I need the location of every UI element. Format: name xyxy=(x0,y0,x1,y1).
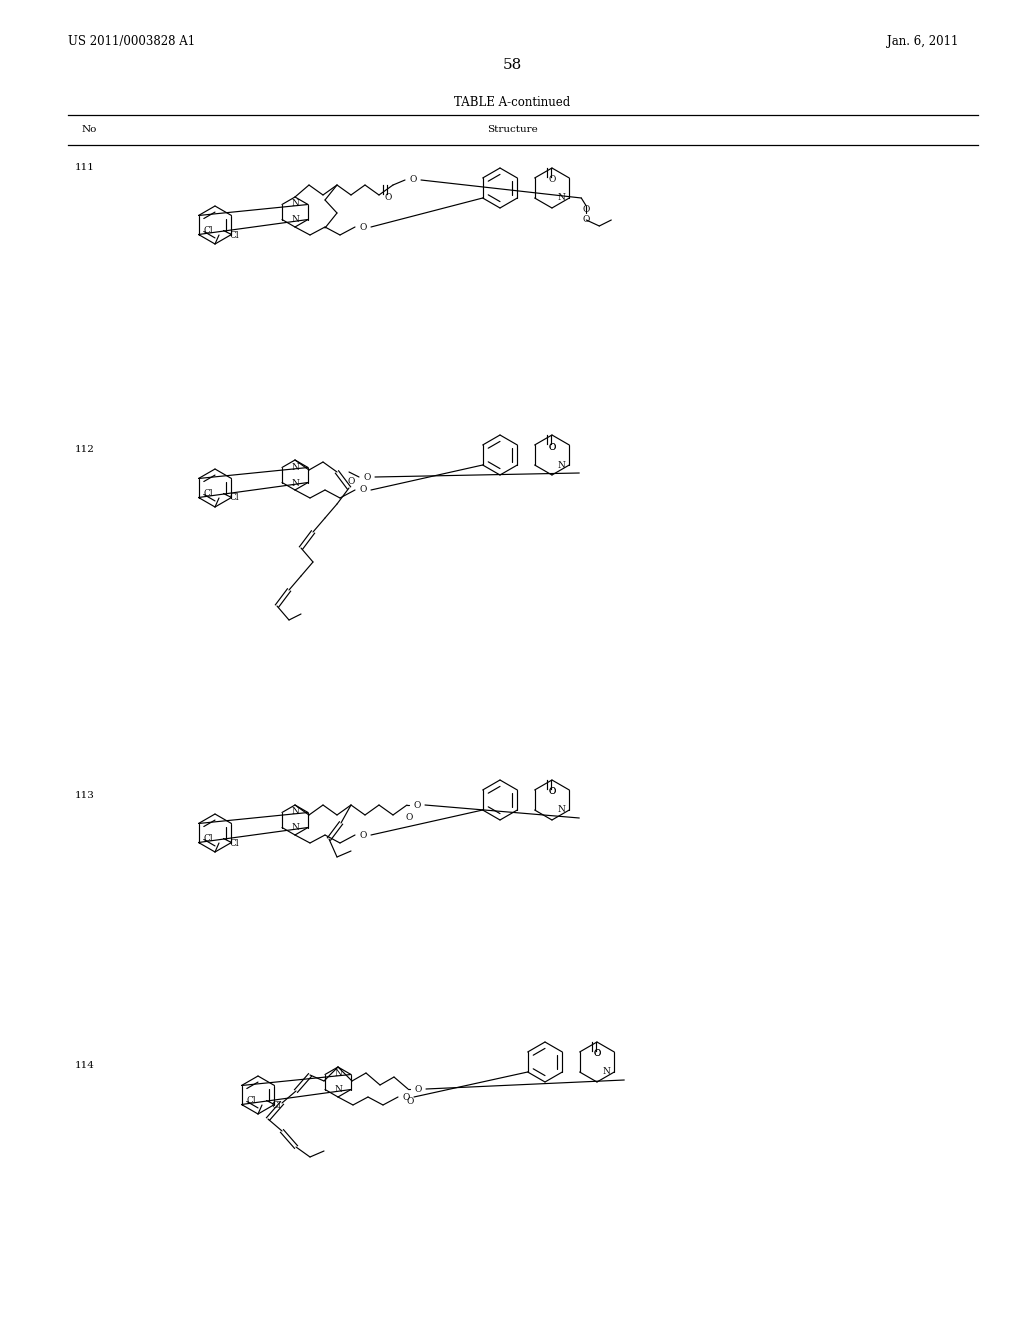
Text: O: O xyxy=(583,206,590,214)
Text: N: N xyxy=(291,808,299,817)
Text: N: N xyxy=(291,215,299,224)
Text: TABLE A-continued: TABLE A-continued xyxy=(454,95,570,108)
Text: 111: 111 xyxy=(75,164,95,173)
Text: O: O xyxy=(548,176,556,185)
Text: 113: 113 xyxy=(75,791,95,800)
Text: O: O xyxy=(583,215,590,224)
Text: N: N xyxy=(334,1069,342,1078)
Text: O: O xyxy=(359,223,367,231)
Text: O: O xyxy=(359,830,367,840)
Text: N: N xyxy=(334,1085,342,1094)
Text: Structure: Structure xyxy=(486,125,538,135)
Text: O: O xyxy=(407,1097,414,1106)
Text: O: O xyxy=(384,193,392,202)
Text: O: O xyxy=(415,1085,422,1093)
Text: 58: 58 xyxy=(503,58,521,73)
Text: O: O xyxy=(364,473,371,482)
Text: Cl: Cl xyxy=(204,834,213,843)
Text: O: O xyxy=(410,176,417,185)
Text: O: O xyxy=(593,1049,601,1059)
Text: O: O xyxy=(548,788,556,796)
Text: Jan. 6, 2011: Jan. 6, 2011 xyxy=(887,36,958,49)
Text: O: O xyxy=(548,788,556,796)
Text: Cl: Cl xyxy=(204,488,213,498)
Text: Cl: Cl xyxy=(229,494,239,503)
Text: O: O xyxy=(402,1093,410,1101)
Text: Cl: Cl xyxy=(247,1096,256,1105)
Text: O: O xyxy=(593,1049,601,1059)
Text: O: O xyxy=(406,813,413,821)
Text: O: O xyxy=(359,486,367,495)
Text: N: N xyxy=(291,462,299,471)
Text: Cl: Cl xyxy=(229,838,239,847)
Text: N: N xyxy=(557,194,565,202)
Text: O: O xyxy=(548,442,556,451)
Text: N: N xyxy=(291,479,299,487)
Text: N: N xyxy=(557,461,565,470)
Text: O: O xyxy=(414,800,421,809)
Text: N: N xyxy=(291,199,299,209)
Text: Cl: Cl xyxy=(204,226,213,235)
Text: 114: 114 xyxy=(75,1060,95,1069)
Text: 112: 112 xyxy=(75,446,95,454)
Text: US 2011/0003828 A1: US 2011/0003828 A1 xyxy=(68,36,196,49)
Text: N: N xyxy=(291,824,299,833)
Text: N: N xyxy=(557,805,565,814)
Text: Cl: Cl xyxy=(229,231,239,239)
Text: Cl: Cl xyxy=(272,1101,282,1110)
Text: No: No xyxy=(82,125,97,135)
Text: O: O xyxy=(548,442,556,451)
Text: N: N xyxy=(602,1068,610,1077)
Text: O: O xyxy=(347,478,354,487)
